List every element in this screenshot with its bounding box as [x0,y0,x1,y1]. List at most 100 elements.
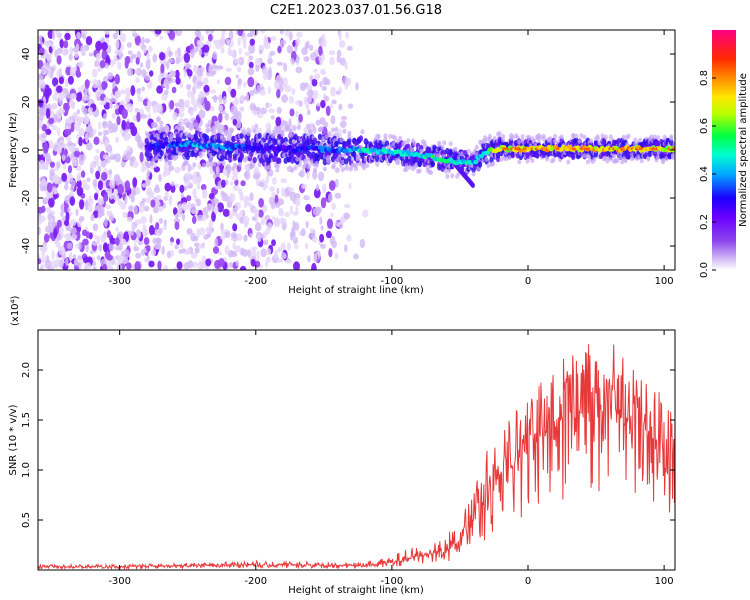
noise-speck [94,192,99,201]
noise-speck [84,132,89,143]
ridge-halo [406,143,411,150]
noise-speck [81,179,87,189]
noise-speck [213,205,219,215]
noise-speck [190,96,196,106]
ridge-halo-outer [326,158,331,164]
noise-speck [340,116,348,121]
noise-speck [82,238,89,246]
ridge-halo-outer [499,156,504,162]
noise-speck [242,40,247,49]
colorbar-tick-label: 0.0 [699,262,710,278]
noise-speck [279,30,284,35]
ridge-halo-outer [447,168,452,174]
noise-speck [298,172,303,177]
ridge-halo-outer [169,133,174,139]
noise-speck [38,258,42,265]
noise-speck [135,57,140,65]
noise-speck [113,189,118,197]
noise-speck [285,259,293,264]
noise-speck [106,230,112,239]
noise-speck [220,190,224,195]
ridge-halo-outer [652,134,657,140]
noise-speck [243,215,250,226]
noise-speck [95,149,100,154]
noise-speck [168,30,176,41]
noise-speck [248,61,254,69]
ridge-halo-outer [450,173,455,179]
noise-speck [330,212,334,218]
noise-speck [247,67,255,76]
noise-speck [276,88,281,99]
noise-speck [280,218,285,226]
noise-speck [220,110,226,115]
noise-speck [134,69,139,75]
noise-speck [225,38,230,45]
noise-speck [291,87,296,96]
noise-speck [265,102,270,109]
noise-speck [134,35,141,46]
noise-speck [271,239,276,247]
noise-speck [43,233,50,243]
noise-speck [68,144,75,153]
noise-speck [306,195,311,201]
noise-speck [128,205,134,212]
noise-speck [153,166,160,173]
noise-speck [179,81,184,89]
noise-speck [109,237,117,245]
ridge-halo-outer [272,131,277,137]
noise-speck [141,36,145,45]
noise-speck [355,82,359,91]
noise-speck [45,108,51,119]
noise-speck [309,227,314,234]
ridge-halo-outer [383,133,388,139]
noise-speck [205,266,209,270]
noise-speck [168,51,174,57]
noise-speck [265,175,269,185]
noise-speck [99,100,107,106]
ridge-halo-outer [538,134,543,140]
ridge-halo-outer [156,135,161,141]
ridge-halo-outer [216,160,221,166]
noise-speck [127,67,134,77]
noise-speck [330,115,336,125]
ridge-halo-outer [257,162,262,168]
noise-speck [54,263,58,269]
noise-speck [313,73,321,80]
noise-speck [203,84,210,93]
ridge-halo [277,157,282,164]
ridge-halo-outer [339,137,344,143]
ridge-halo-outer [334,126,339,132]
noise-speck [274,84,279,90]
noise-speck [179,239,184,249]
noise-speck [334,178,339,188]
noise-speck [163,73,169,79]
noise-speck [190,48,195,59]
noise-speck [106,210,113,217]
noise-speck [224,245,230,255]
ridge-halo [219,155,225,162]
noise-speck [276,61,284,66]
noise-speck [296,31,303,38]
noise-speck [84,262,92,270]
noise-speck [76,261,81,267]
ridge-halo-outer [525,158,530,164]
noise-speck [320,225,324,231]
noise-speck [276,258,284,263]
noise-speck [155,222,160,230]
ridge-halo-outer [592,156,597,162]
noise-speck [305,220,309,229]
noise-speck [225,67,233,72]
ridge-halo-outer [510,134,515,140]
noise-speck [124,180,131,192]
noise-speck [196,198,201,207]
ridge-halo-outer [233,162,238,168]
ridge-halo-outer [623,158,628,164]
ridge-halo-outer [190,123,195,129]
noise-speck [131,223,135,233]
noise-speck [45,128,52,135]
noise-speck [303,127,307,133]
noise-speck [321,85,327,91]
snr-y-label: SNR (10 * v/v) [8,404,19,475]
noise-speck [104,139,109,149]
noise-speck [330,86,336,97]
